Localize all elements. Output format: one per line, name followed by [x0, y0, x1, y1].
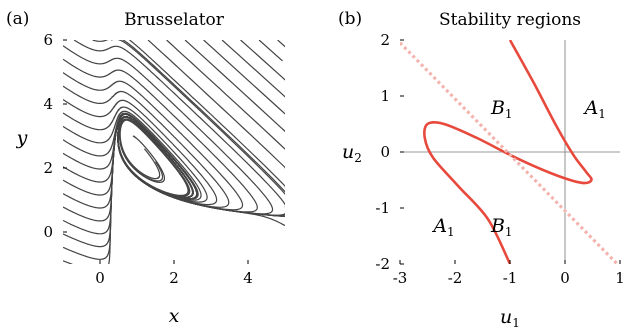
- x-tick-label: -1: [503, 269, 518, 287]
- panel-a-x-axis-label: x: [169, 305, 180, 327]
- region-label-subscript: 1: [598, 107, 606, 121]
- trajectory-8: [63, 113, 198, 200]
- panel-b-y-axis-base: u: [342, 141, 354, 163]
- trajectory-33: [284, 148, 285, 150]
- trajectory-25: [221, 40, 285, 98]
- y-tick-label: 2: [43, 159, 53, 177]
- panel-a-label: (a): [6, 9, 29, 29]
- trajectory-6: [63, 113, 198, 200]
- region-label-1: A1: [583, 97, 606, 121]
- region-label-subscript: 1: [505, 107, 513, 121]
- trajectory-23: [184, 40, 285, 133]
- trajectory-7: [63, 113, 198, 200]
- region-label-2: A1: [431, 215, 454, 239]
- panel-b-x-axis-label: u1: [500, 306, 520, 328]
- panel-a-y-axis-label: y: [16, 127, 28, 149]
- region-label-base: A: [583, 97, 599, 119]
- trajectory-22: [166, 40, 285, 150]
- phase-portrait-trajectories: [63, 40, 285, 264]
- trajectory-34: [284, 129, 285, 131]
- trajectory-27: [258, 40, 283, 62]
- y-tick-label: 1: [380, 87, 390, 105]
- dotted-reference-line: [400, 41, 620, 264]
- x-tick-label: -3: [393, 269, 408, 287]
- panel-b-title: Stability regions: [439, 10, 581, 30]
- trajectory-41: [117, 116, 194, 198]
- trajectory-29: [117, 116, 285, 227]
- trajectory-2: [63, 113, 198, 248]
- trajectory-39: [117, 116, 194, 198]
- trajectory-3: [63, 113, 198, 235]
- region-label-base: B: [490, 215, 505, 237]
- stability-plot: [400, 40, 620, 264]
- stability-boundary-curve: [423, 40, 593, 264]
- panel-b-label: (b): [338, 9, 362, 29]
- panel-b-y-axis-subscript: 2: [354, 151, 362, 165]
- x-tick-label: 0: [95, 269, 105, 287]
- x-tick-label: 2: [169, 269, 179, 287]
- trajectory-21: [147, 40, 285, 169]
- trajectory-24: [203, 40, 285, 115]
- trajectory-36: [284, 91, 285, 93]
- panel-b-x-axis-subscript: 1: [512, 316, 520, 328]
- trajectory-26: [240, 40, 285, 81]
- trajectory-28: [277, 40, 285, 48]
- region-label-3: B1: [490, 215, 513, 239]
- panel-b-x-axis-base: u: [500, 306, 512, 328]
- panel-a-ticks: 0 2 4 0 2 4 6: [43, 31, 252, 287]
- region-label-subscript: 1: [447, 225, 455, 239]
- y-tick-label: 4: [43, 95, 53, 113]
- stability-curves: [400, 40, 620, 264]
- x-tick-label: 1: [615, 269, 625, 287]
- y-tick-label: 2: [380, 31, 390, 49]
- panel-b-y-axis-label: u2: [342, 141, 362, 165]
- trajectory-1: [63, 113, 198, 260]
- x-tick-label: 0: [560, 269, 570, 287]
- region-label-subscript: 1: [505, 225, 513, 239]
- x-tick-label: 4: [243, 269, 253, 287]
- trajectory-40: [117, 116, 193, 197]
- trajectory-32: [284, 168, 285, 169]
- y-tick-label: -1: [375, 199, 390, 217]
- region-label-base: B: [490, 97, 505, 119]
- y-tick-label: 6: [43, 31, 53, 49]
- y-tick-label: 0: [380, 143, 390, 161]
- region-label-0: B1: [490, 97, 513, 121]
- y-tick-label: -2: [375, 255, 390, 273]
- panel-a: (a) Brusselator 0 2 4 0 2 4 6 x y: [6, 9, 285, 327]
- trajectory-35: [284, 110, 285, 112]
- y-tick-label: 0: [43, 223, 53, 241]
- x-tick-label: -2: [448, 269, 463, 287]
- region-label-base: A: [431, 215, 447, 237]
- panel-a-title: Brusselator: [124, 10, 225, 30]
